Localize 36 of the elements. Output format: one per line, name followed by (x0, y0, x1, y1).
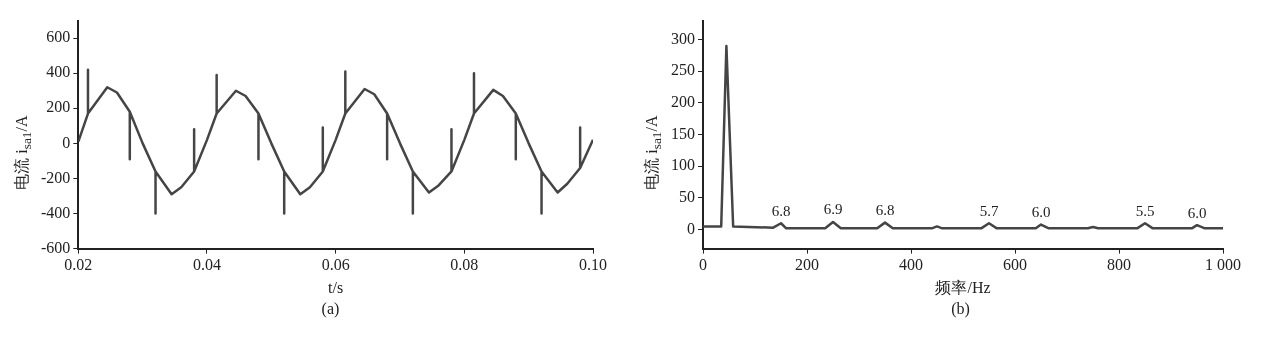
y-tick-label: 300 (671, 29, 695, 47)
y-tick-label: 100 (671, 156, 695, 174)
annotation: 6.0 (1031, 203, 1051, 220)
annotation: 6.8 (771, 202, 791, 219)
x-tick-label: 800 (1107, 256, 1131, 274)
x-tick-label: 0.08 (450, 256, 479, 274)
y-tick-label: -200 (41, 168, 71, 186)
text: (a) (320, 300, 341, 318)
y-tick-label: 600 (46, 28, 71, 46)
x-tick-label: 400 (899, 256, 923, 274)
y-tick-label: -600 (41, 238, 71, 256)
annotation: 5.5 (1135, 202, 1155, 219)
x-tick-label: 0.06 (321, 256, 350, 274)
x-tick-label: 0.04 (193, 256, 221, 274)
x-axis-title: t/s (328, 278, 344, 296)
y-tick-label: 400 (46, 63, 71, 81)
annotation: 6.0 (1187, 204, 1207, 221)
y-tick-label: 150 (671, 124, 695, 142)
y-tick-label: 50 (679, 188, 695, 206)
y-tick-label: 0 (687, 219, 695, 237)
x-tick-label: 600 (1003, 256, 1027, 274)
y-tick-label: -400 (41, 203, 71, 221)
y-tick-label: 200 (46, 98, 71, 116)
annotation: 6.8 (875, 202, 895, 219)
x-tick-label: 0.10 (579, 256, 607, 274)
x-tick-label: 200 (795, 256, 819, 274)
y-tick-label: 200 (671, 93, 695, 111)
text: (b) (950, 300, 971, 318)
x-axis-title: 频率/Hz (935, 278, 991, 296)
y-tick-label: 0 (62, 133, 71, 151)
x-tick-label: 1 000 (1205, 256, 1241, 274)
annotation: 6.9 (823, 201, 843, 218)
x-tick-label: 0 (699, 256, 707, 274)
annotation: 5.7 (979, 202, 999, 219)
x-tick-label: 0.02 (64, 256, 93, 274)
y-tick-label: 250 (671, 61, 695, 79)
